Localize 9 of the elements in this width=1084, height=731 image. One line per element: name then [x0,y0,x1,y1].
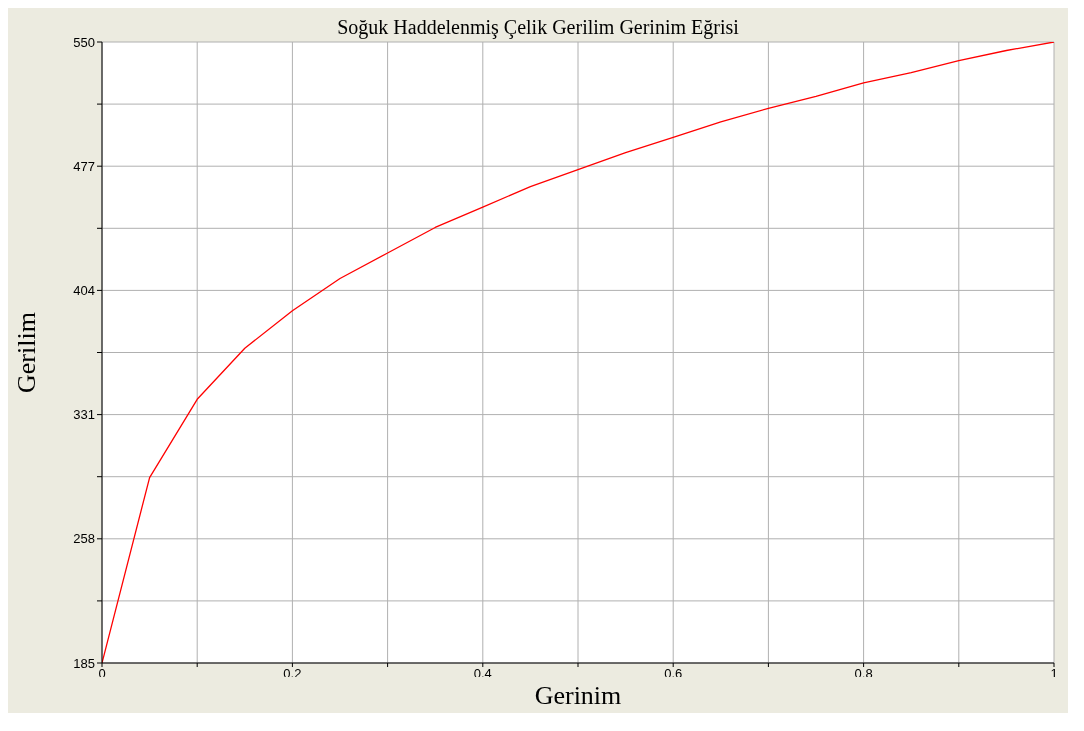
y-tick-label: 477 [73,158,95,174]
y-tick-label: 258 [73,531,95,547]
y-tick-label: 185 [73,655,95,671]
y-tick-label: 404 [73,283,95,299]
chart-title: Soğuk Haddelenmiş Çelik Gerilim Gerinim Eğrisi [337,16,739,38]
y-axis-title: Gerilim [12,312,42,393]
y-tick-label: 331 [73,407,95,423]
y-tick-label: 550 [73,34,95,50]
x-axis-title: Gerinim [533,681,623,711]
